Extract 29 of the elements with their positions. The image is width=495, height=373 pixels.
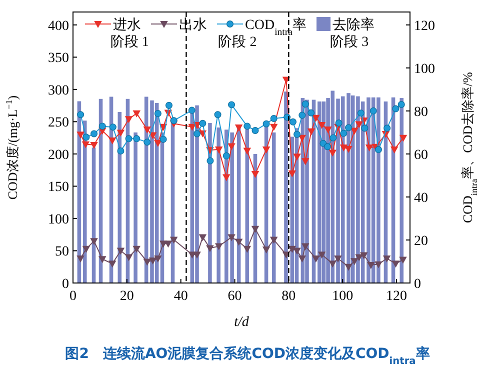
y2-tick-label: 100 xyxy=(414,62,435,77)
y2-tick-label: 60 xyxy=(414,148,428,163)
y-tick-label: 150 xyxy=(48,180,69,196)
y2-tick-label: 20 xyxy=(414,234,428,249)
legend-label: 进水 xyxy=(113,17,141,33)
y-tick-label: 50 xyxy=(55,244,69,260)
legend-label: 去除率 xyxy=(332,17,375,33)
x-tick-label: 40 xyxy=(174,289,188,304)
annotation: 阶段 3 xyxy=(330,34,369,50)
y2-tick-label: 0 xyxy=(414,277,421,292)
x-tick-label: 60 xyxy=(228,289,242,304)
y-tick-label: 200 xyxy=(48,148,69,163)
y2-tick-label: 80 xyxy=(414,104,428,120)
y-tick-label: 100 xyxy=(48,212,69,228)
y-tick-label: 300 xyxy=(48,83,69,98)
x-tick-label: 20 xyxy=(120,289,134,304)
y-tick-label: 250 xyxy=(48,116,69,131)
y2-tick-label: 40 xyxy=(414,190,428,206)
y-tick-label: 350 xyxy=(48,51,69,66)
annotation: 阶段 1 xyxy=(110,34,149,50)
y-tick-label: 400 xyxy=(48,18,69,34)
x-tick-label: 120 xyxy=(386,289,408,304)
y-tick-label: 0 xyxy=(62,277,69,292)
text: 图2 连续流AO泥膜复合系统COD浓度变化及COD$_{intra}$率 xyxy=(65,345,430,366)
legend-label: 出水 xyxy=(179,17,207,33)
x-tick-label: 80 xyxy=(282,289,296,304)
y2-tick-label: 120 xyxy=(414,18,435,34)
x-tick-label: 100 xyxy=(332,289,354,304)
x-axis-title: t/d xyxy=(234,315,250,330)
